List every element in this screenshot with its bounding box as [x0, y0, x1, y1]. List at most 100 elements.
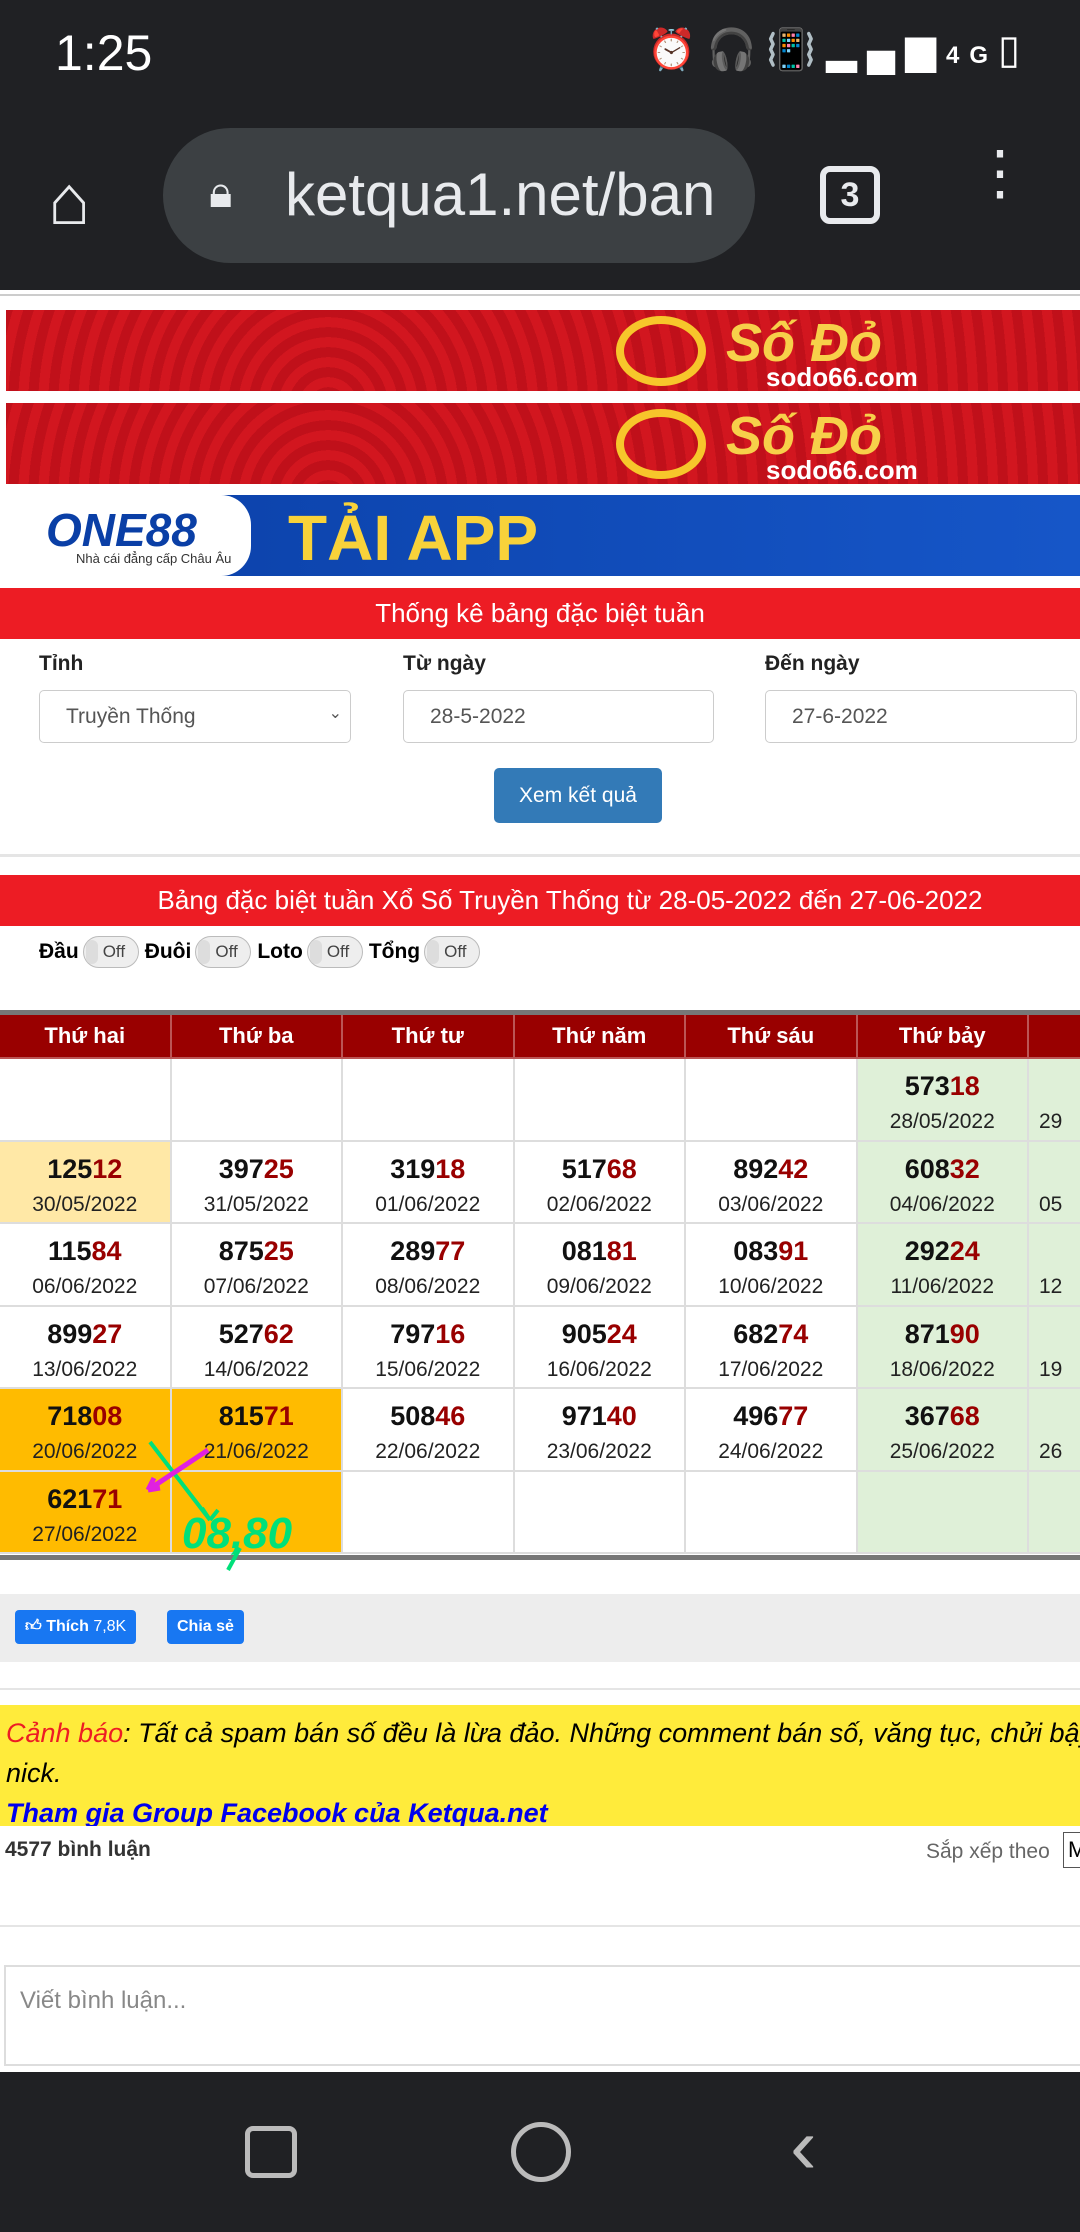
submit-button[interactable]: Xem kết quả: [494, 768, 662, 823]
back-icon[interactable]: ‹: [790, 2101, 817, 2190]
result-number: 51768: [561, 1153, 637, 1184]
result-number: 52762: [218, 1318, 294, 1349]
banner-sub: sodo66.com: [766, 455, 918, 484]
result-number: 57318: [904, 1071, 980, 1101]
result-number: 28977: [390, 1236, 466, 1266]
table-row: 57318 28/05/2022 29: [0, 1059, 1080, 1142]
to-date-input[interactable]: 27-6-2022: [765, 690, 1077, 743]
table-row: 89927 13/06/2022 52762 14/06/2022 79716 15/06…: [0, 1306, 1080, 1389]
warning-text-cont: nick.: [6, 1758, 62, 1788]
toggle-label: Tổng: [368, 940, 421, 963]
result-cell: 12: [1029, 1224, 1080, 1307]
result-number: 49677: [733, 1401, 809, 1431]
result-number: 87525: [218, 1236, 294, 1266]
sodo-banner[interactable]: Số Đỏ sodo66.com: [6, 310, 1080, 391]
result-date: 28/05/2022: [889, 1110, 995, 1133]
result-cell: 57318 28/05/2022: [857, 1059, 1029, 1142]
result-date: 25/06/2022: [889, 1440, 995, 1463]
toggle-switch[interactable]: Off: [82, 936, 139, 968]
results-title: Bảng đặc biệt tuần Xổ Số Truyền Thống từ…: [0, 875, 1080, 926]
home-icon[interactable]: ⌂: [48, 161, 91, 239]
result-date: 02/06/2022: [546, 1192, 652, 1216]
sort-select[interactable]: M: [1063, 1832, 1080, 1868]
result-cell: 11584 06/06/2022: [0, 1224, 172, 1307]
toggle-label: Loto: [257, 940, 303, 963]
toggle-label: Đuôi: [144, 940, 192, 963]
green-arrow-icon: [148, 1440, 220, 1522]
warning-text: : Tất cả spam bán số đều là lừa đảo. Nhữ…: [123, 1718, 1080, 1748]
from-date-input[interactable]: 28-5-2022: [403, 690, 714, 743]
result-cell: [0, 1059, 172, 1142]
result-tail: 25: [263, 1153, 294, 1184]
result-number: 36768: [904, 1401, 980, 1431]
result-cell: [171, 1471, 343, 1554]
result-cell: 89927 13/06/2022: [0, 1306, 172, 1389]
result-tail: 40: [606, 1401, 637, 1431]
result-date: 27/06/2022: [32, 1522, 138, 1546]
toggle-switch[interactable]: Off: [306, 936, 363, 968]
sodo-banner[interactable]: Số Đỏ sodo66.com: [6, 403, 1080, 484]
recents-icon[interactable]: [245, 2126, 297, 2178]
result-date: 19: [1039, 1357, 1063, 1381]
home-nav-icon[interactable]: [511, 2122, 571, 2182]
result-cell: 19: [1029, 1306, 1080, 1389]
banner-brand: Số Đỏ: [726, 406, 882, 466]
table-row: 12512 30/05/2022 39725 31/05/2022 31918 01/06…: [0, 1141, 1080, 1224]
comment-input[interactable]: Viết bình luận...: [4, 1965, 1080, 2066]
result-number: 39725: [218, 1153, 294, 1184]
result-cell: 29: [1029, 1059, 1080, 1142]
column-header: Thứ hai: [0, 1015, 172, 1059]
result-cell: 97140 23/06/2022: [514, 1389, 686, 1472]
result-tail: 32: [949, 1153, 980, 1184]
tab-switcher-button[interactable]: 3: [820, 166, 880, 224]
result-cell: 89242 03/06/2022: [686, 1141, 858, 1224]
from-date-label: Từ ngày: [403, 652, 486, 675]
table-header: Thứ hai Thứ ba Thứ tư Thứ năm Thứ sáu Thứ bảy…: [0, 1015, 1080, 1059]
result-cell: [857, 1471, 1029, 1554]
result-cell: 36768 25/06/2022: [857, 1389, 1029, 1472]
more-menu-icon[interactable]: ⋮: [970, 139, 1030, 206]
result-date: 10/06/2022: [718, 1275, 824, 1298]
result-number: 12512: [47, 1153, 123, 1184]
share-button[interactable]: Chia sẻ: [167, 1610, 244, 1644]
address-bar[interactable]: 🔒︎ ketqua1.net/ban: [163, 128, 755, 263]
result-cell: 08181 09/06/2022: [514, 1224, 686, 1307]
result-date: 04/06/2022: [889, 1192, 995, 1216]
form-title: Thống kê bảng đặc biệt tuần: [0, 588, 1080, 639]
result-cell: [343, 1059, 515, 1142]
result-cell: [686, 1471, 858, 1554]
result-tail: 12: [92, 1153, 123, 1184]
facebook-group-link[interactable]: Tham gia Group Facebook của Ketqua.net: [6, 1798, 548, 1826]
like-button[interactable]: 👍︎ Thích 7,8K: [15, 1610, 137, 1644]
result-tail: 25: [263, 1236, 294, 1266]
result-number: 97140: [561, 1401, 637, 1431]
result-tail: 68: [606, 1153, 637, 1184]
result-number: 68274: [733, 1318, 809, 1349]
result-cell: 08391 10/06/2022: [686, 1224, 858, 1307]
toggle-switch[interactable]: Off: [424, 936, 481, 968]
result-tail: 71: [92, 1483, 123, 1514]
banner-sub: sodo66.com: [766, 362, 918, 391]
result-tail: 08: [92, 1401, 123, 1431]
result-date: 07/06/2022: [203, 1275, 309, 1298]
toggle-switch[interactable]: Off: [195, 936, 252, 968]
nav-remnant: [0, 290, 1080, 296]
result-tail: 77: [435, 1236, 466, 1266]
result-date: 08/06/2022: [375, 1275, 481, 1298]
result-number: 31918: [390, 1153, 466, 1184]
banner-brand: Số Đỏ: [726, 313, 882, 373]
one88-logo: ONE88 Nhà cái đẳng cấp Châu Âu: [6, 495, 251, 576]
warning-box: Cảnh báo: Tất cả spam bán số đều là lừa …: [0, 1705, 1080, 1826]
browser-toolbar: ⌂ 🔒︎ ketqua1.net/ban 3 ⋮: [0, 100, 1080, 290]
result-cell: 49677 24/06/2022: [686, 1389, 858, 1472]
result-number: 60832: [904, 1153, 980, 1184]
one88-banner[interactable]: ONE88 Nhà cái đẳng cấp Châu Âu TẢI APP: [6, 495, 1080, 576]
result-cell: [514, 1471, 686, 1554]
result-tail: 84: [91, 1236, 122, 1266]
result-date: 22/06/2022: [375, 1440, 481, 1463]
sodo-logo-icon: [616, 409, 706, 479]
province-select[interactable]: Truyền Thống ⌄: [39, 690, 351, 743]
result-cell: 29224 11/06/2022: [857, 1224, 1029, 1307]
android-nav-bar: ‹: [0, 2072, 1080, 2232]
result-tail: 18: [949, 1071, 980, 1101]
